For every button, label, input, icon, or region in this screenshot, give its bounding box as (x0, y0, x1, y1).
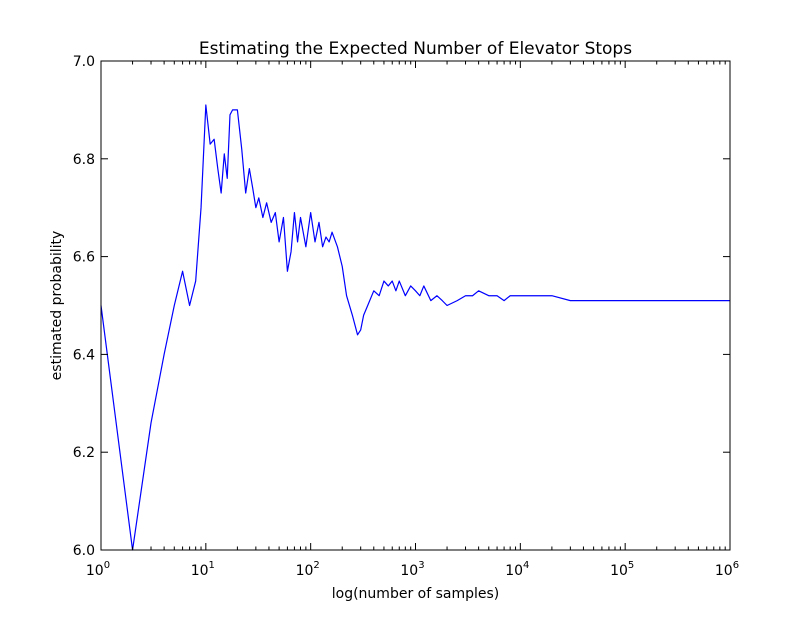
x-tick-label-base: 10 (610, 563, 628, 579)
x-tick-label: 104 (505, 560, 529, 579)
x-tick-label-exponent: 1 (209, 560, 215, 571)
x-tick-label: 103 (400, 560, 424, 579)
x-tick-label-base: 10 (191, 563, 209, 579)
x-tick-label-exponent: 3 (418, 560, 424, 571)
y-tick-label: 6.0 (73, 543, 95, 559)
y-tick-label: 6.8 (73, 152, 95, 168)
x-tick-label: 105 (610, 560, 634, 579)
x-tick-label-exponent: 2 (313, 560, 319, 571)
y-axis-label: estimated probability (49, 231, 65, 381)
x-tick-label-base: 10 (715, 563, 733, 579)
x-tick-label: 100 (86, 560, 110, 579)
x-tick-label-exponent: 0 (104, 560, 110, 571)
x-axis-label: log(number of samples) (332, 586, 500, 602)
x-tick-label-base: 10 (296, 563, 314, 579)
x-tick-label-exponent: 5 (628, 560, 634, 571)
y-tick-label: 6.6 (73, 250, 95, 266)
x-tick-label: 106 (715, 560, 739, 579)
series-line-0 (100, 104, 730, 551)
y-tick-label: 6.4 (73, 347, 95, 363)
x-tick-label: 102 (296, 560, 320, 579)
y-tick-label: 7.0 (73, 54, 95, 70)
y-tick-label: 6.2 (73, 445, 95, 461)
chart-title: Estimating the Expected Number of Elevat… (199, 39, 632, 59)
plot-frame (100, 60, 731, 551)
x-tick-label-exponent: 6 (733, 560, 739, 571)
x-tick-label-base: 10 (400, 563, 418, 579)
x-tick-label-exponent: 4 (523, 560, 529, 571)
x-tick-label-base: 10 (505, 563, 523, 579)
x-tick-label: 101 (191, 560, 215, 579)
x-tick-label-base: 10 (86, 563, 104, 579)
